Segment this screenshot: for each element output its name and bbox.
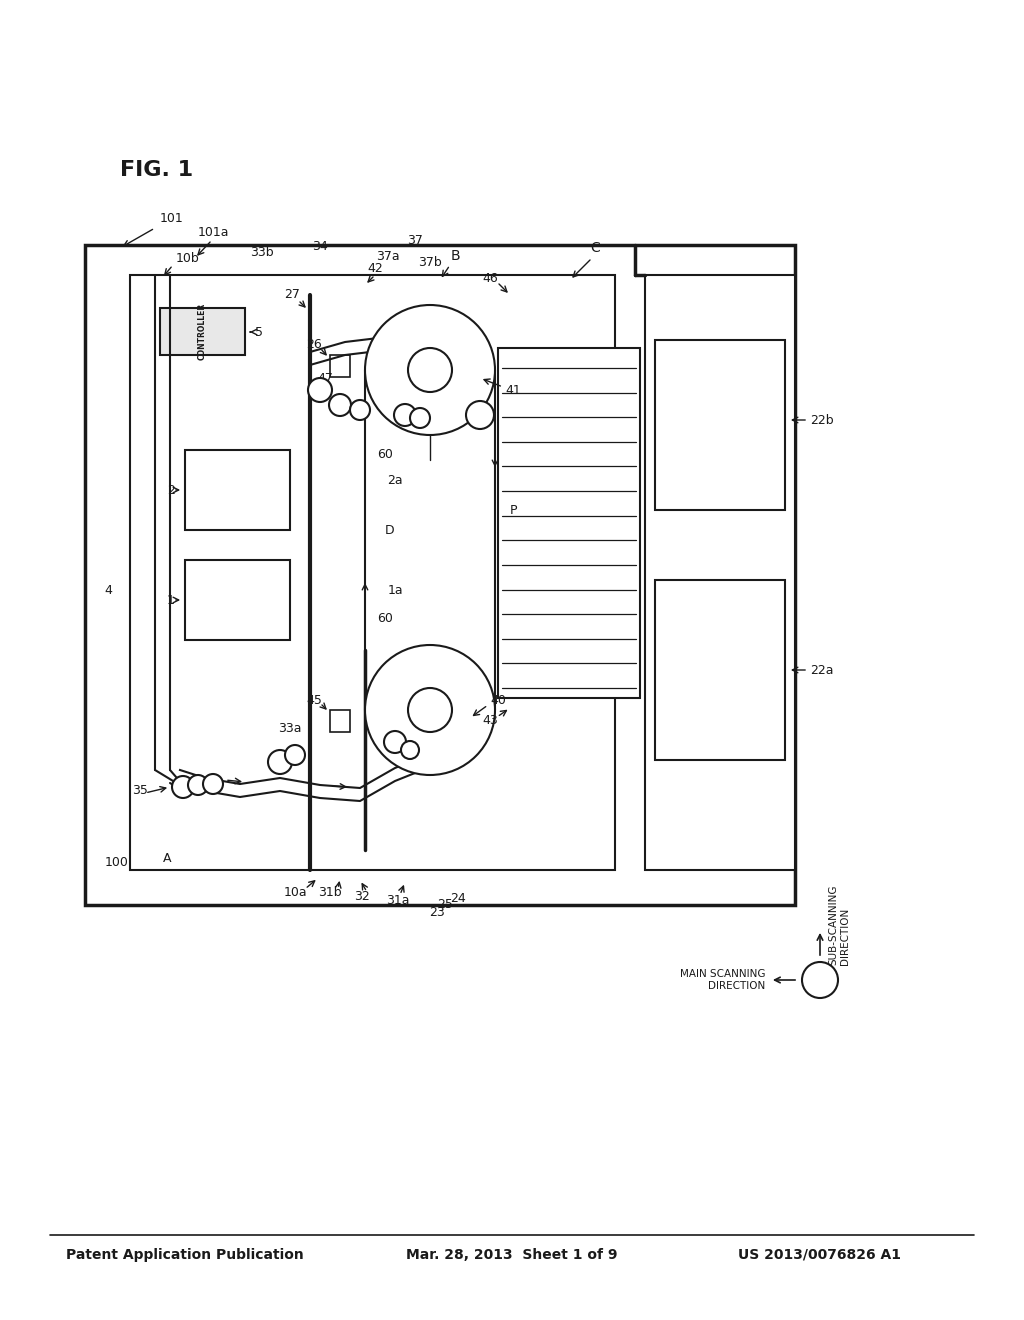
Text: CONTROLLER: CONTROLLER: [198, 302, 207, 360]
Text: 5: 5: [255, 326, 263, 338]
Bar: [130, 275, 615, 870]
Circle shape: [268, 750, 292, 774]
Bar: [185, 560, 290, 640]
Circle shape: [401, 741, 419, 759]
Text: Patent Application Publication: Patent Application Publication: [67, 1247, 304, 1262]
Circle shape: [410, 408, 430, 428]
Text: 37a: 37a: [377, 249, 400, 263]
Text: 101: 101: [160, 211, 183, 224]
Text: 100: 100: [105, 855, 129, 869]
Circle shape: [172, 776, 194, 799]
Text: 37b: 37b: [418, 256, 441, 269]
Text: 22b: 22b: [810, 413, 834, 426]
Bar: [185, 450, 290, 531]
Circle shape: [394, 404, 416, 426]
Text: 25: 25: [437, 899, 453, 912]
Text: MAIN SCANNING
DIRECTION: MAIN SCANNING DIRECTION: [680, 969, 765, 991]
Text: C: C: [590, 242, 600, 255]
Text: 23: 23: [429, 907, 444, 920]
Text: 2a: 2a: [387, 474, 402, 487]
Bar: [645, 275, 795, 870]
Text: 60: 60: [377, 449, 393, 462]
Text: 60: 60: [377, 611, 393, 624]
Circle shape: [384, 731, 406, 752]
Text: B: B: [451, 249, 460, 263]
Circle shape: [408, 688, 452, 733]
Circle shape: [466, 401, 494, 429]
Text: 31a: 31a: [386, 894, 410, 907]
Text: 22a: 22a: [810, 664, 834, 676]
Bar: [330, 355, 350, 378]
Text: 2: 2: [167, 483, 175, 496]
Text: 1a: 1a: [387, 583, 402, 597]
Text: 35: 35: [132, 784, 148, 796]
Bar: [655, 579, 785, 760]
Bar: [160, 308, 245, 355]
Text: A: A: [163, 851, 171, 865]
Text: 31b: 31b: [318, 887, 342, 899]
Text: 10b: 10b: [176, 252, 200, 264]
Text: P: P: [510, 503, 517, 516]
Text: 1: 1: [167, 594, 175, 606]
Bar: [85, 246, 795, 906]
Text: FIG. 1: FIG. 1: [120, 160, 194, 180]
Circle shape: [365, 305, 495, 436]
Circle shape: [365, 645, 495, 775]
Circle shape: [329, 393, 351, 416]
Circle shape: [408, 348, 452, 392]
Circle shape: [802, 962, 838, 998]
Bar: [330, 710, 350, 733]
Text: 101a: 101a: [198, 227, 228, 239]
Circle shape: [188, 775, 208, 795]
Bar: [498, 348, 640, 698]
Circle shape: [308, 378, 332, 403]
Text: 4: 4: [104, 583, 112, 597]
Text: 42: 42: [368, 261, 383, 275]
Circle shape: [203, 774, 223, 795]
Text: 32: 32: [354, 890, 370, 903]
Text: 34: 34: [312, 239, 328, 252]
Text: D: D: [385, 524, 395, 536]
Circle shape: [285, 744, 305, 766]
Text: 33a: 33a: [279, 722, 302, 734]
Text: 43: 43: [482, 714, 498, 726]
Bar: [655, 341, 785, 510]
Text: 26: 26: [306, 338, 322, 351]
Text: 40: 40: [490, 693, 506, 706]
Text: 10a: 10a: [284, 887, 307, 899]
Text: 41: 41: [505, 384, 521, 396]
Text: Mar. 28, 2013  Sheet 1 of 9: Mar. 28, 2013 Sheet 1 of 9: [407, 1247, 617, 1262]
Circle shape: [350, 400, 370, 420]
Text: 33b: 33b: [250, 246, 273, 259]
Text: 27: 27: [284, 289, 300, 301]
Text: 45: 45: [306, 693, 322, 706]
Text: SUB-SCANNING
DIRECTION: SUB-SCANNING DIRECTION: [828, 884, 850, 965]
Text: 24: 24: [451, 891, 466, 904]
Text: 46: 46: [482, 272, 498, 285]
Text: 37: 37: [408, 234, 423, 247]
Text: US 2013/0076826 A1: US 2013/0076826 A1: [738, 1247, 901, 1262]
Text: 47: 47: [317, 371, 333, 384]
